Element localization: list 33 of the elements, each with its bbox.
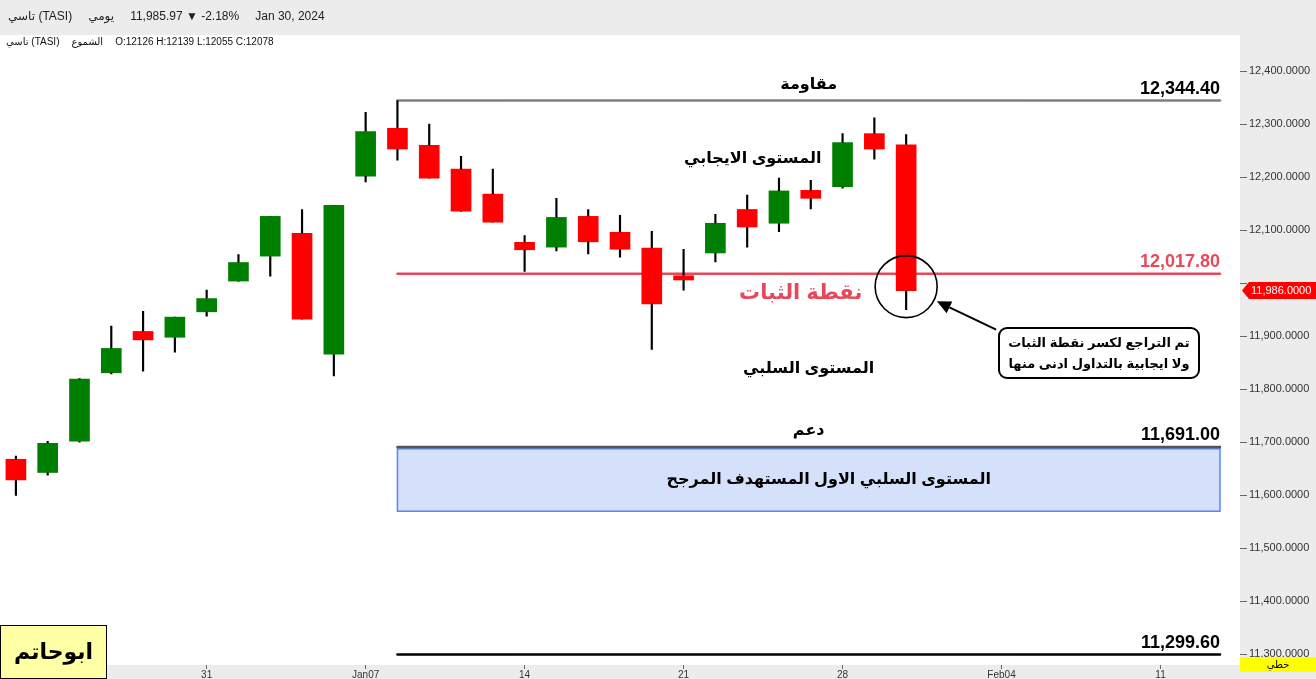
annotation: المستوى السلبي — [743, 359, 875, 379]
x-tick-label: 21 — [678, 668, 690, 679]
annotation: تم التراجع لكسر نقطة الثبات ولا ايجابية بالتداول ادنى منها — [998, 326, 1200, 379]
text: 11,986.0000 — [1251, 284, 1312, 297]
x-tick-label: Feb04 — [987, 668, 1017, 679]
y-tick-label: 12,200.0000 — [1249, 170, 1311, 183]
text: خطي — [1240, 657, 1316, 672]
y-tick-label: 12,400.0000 — [1249, 64, 1311, 77]
y-tick-label: 11,600.0000 — [1249, 488, 1310, 501]
y-tick-label: 11,400.0000 — [1249, 594, 1310, 607]
x-tick-label: 28 — [837, 668, 849, 679]
ref-line-label: 11,299.60 — [1140, 631, 1220, 652]
y-tick-label: 11,900.0000 — [1249, 329, 1310, 342]
annotation: ابوحاتم — [0, 625, 107, 679]
annotation: المستوى الايجابي — [684, 148, 822, 168]
ref-line-label: 12,017.80 — [1139, 250, 1220, 271]
annotation: نقطة الثبات — [739, 279, 863, 303]
candlestick — [387, 100, 408, 161]
y-tick-label: 11,300.0000 — [1249, 647, 1310, 660]
x-tick-label: 14 — [519, 668, 531, 679]
ref-line-label: 12,344.40 — [1139, 77, 1220, 98]
y-tick-label: 12,100.0000 — [1249, 223, 1311, 236]
ref-line-label: 11,691.00 — [1140, 424, 1220, 445]
x-tick-label: 31 — [201, 668, 213, 679]
band-label: المستوى السلبي الاول المستهدف المرجح — [666, 470, 991, 490]
y-tick-label: 11,800.0000 — [1249, 382, 1310, 395]
annotation: مقاومة — [780, 74, 838, 93]
x-tick-label: Jan07 — [352, 668, 380, 679]
annotation: دعم — [792, 421, 825, 440]
x-tick-label: 11 — [1155, 668, 1167, 679]
y-tick-label: 11,500.0000 — [1249, 541, 1310, 554]
y-tick-label: 12,300.0000 — [1249, 117, 1311, 130]
y-tick-label: 11,700.0000 — [1249, 435, 1310, 448]
